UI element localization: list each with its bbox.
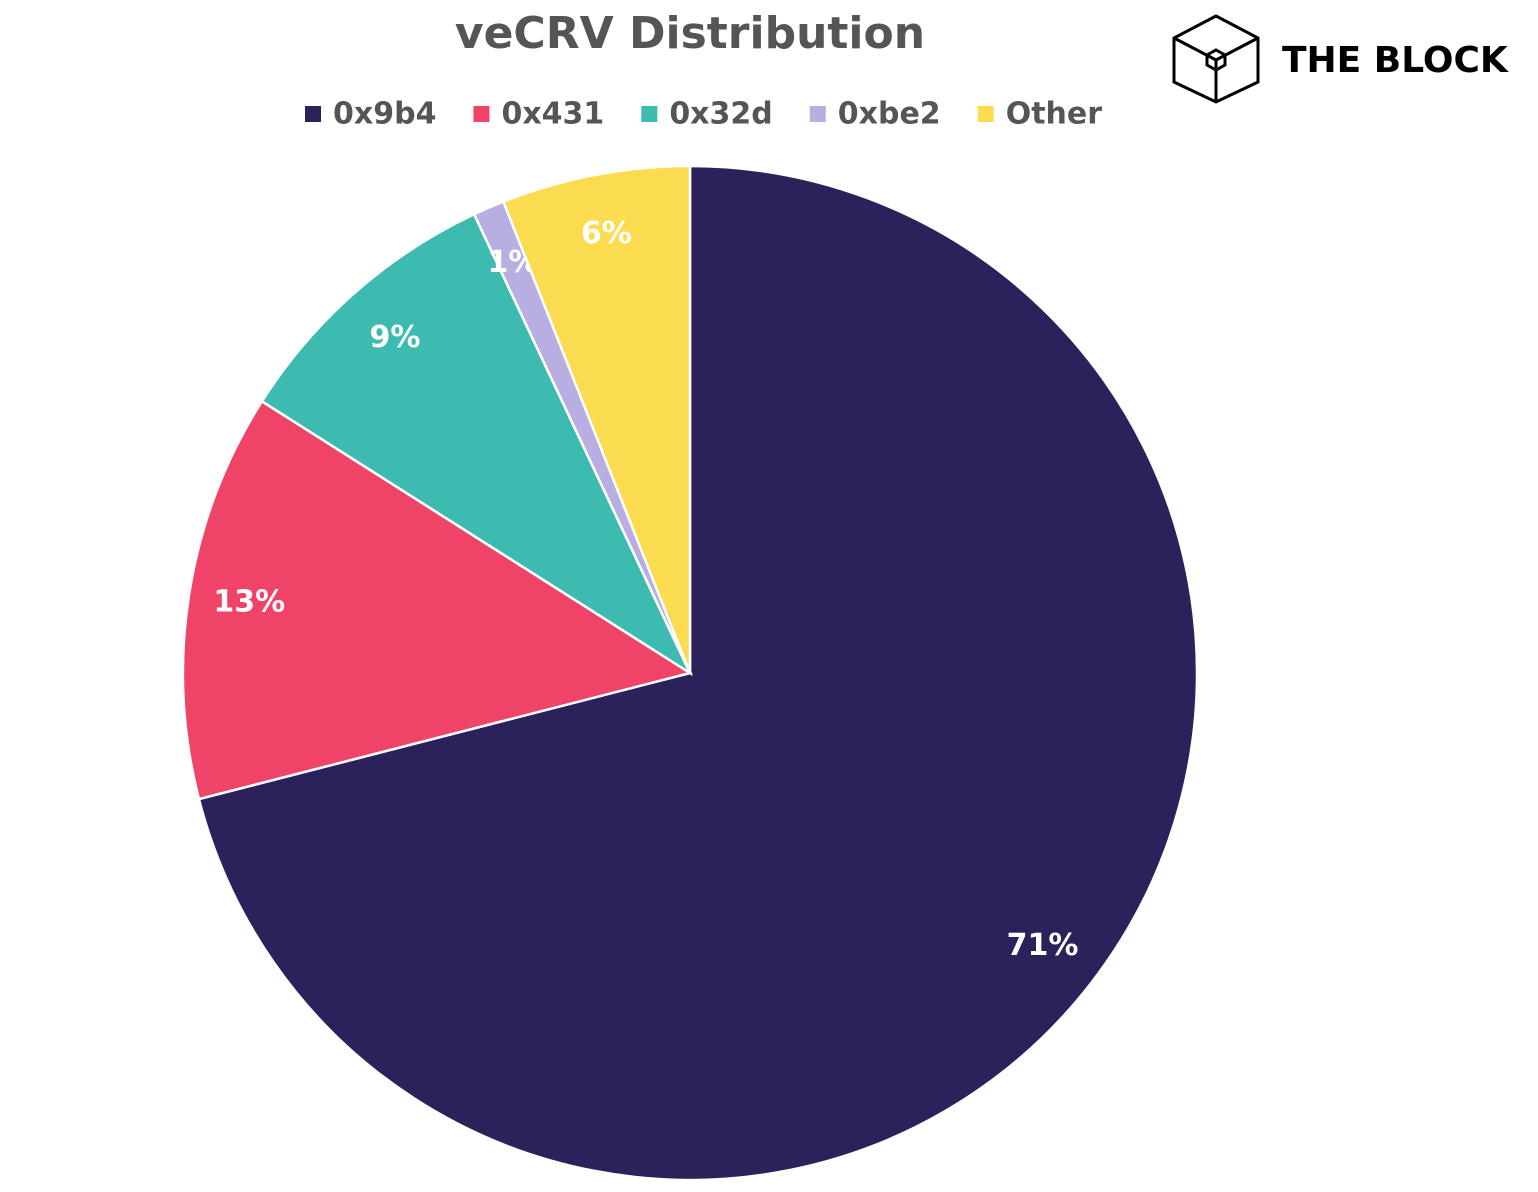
data-label: 13% xyxy=(213,585,285,620)
logo-icon xyxy=(1172,14,1260,104)
legend-label: 0x32d xyxy=(669,97,772,132)
pie-slice xyxy=(501,164,692,674)
legend-swatch xyxy=(473,106,490,122)
pie-slice xyxy=(260,212,693,677)
legend: 0x9b4 0x431 0x32d 0xbe2 Other xyxy=(305,97,1102,132)
legend-label: 0x9b4 xyxy=(333,97,436,132)
pie: 71%13%9%1%6% xyxy=(181,164,1199,1182)
chart-title: veCRV Distribution xyxy=(455,8,925,59)
legend-swatch xyxy=(305,106,321,122)
data-label: 6% xyxy=(581,216,632,251)
data-label: 71% xyxy=(1007,928,1079,963)
data-label: 9% xyxy=(369,320,420,355)
legend-swatch xyxy=(641,106,658,122)
pie-slice xyxy=(181,399,694,801)
legend-label: 0x431 xyxy=(501,97,604,132)
legend-swatch xyxy=(977,106,994,122)
legend-swatch xyxy=(809,106,826,122)
pie-slice xyxy=(197,164,1199,1182)
legend-label: Other xyxy=(1006,97,1103,132)
legend-label: 0xbe2 xyxy=(838,97,941,132)
brand: THE BLOCK xyxy=(1282,40,1509,81)
